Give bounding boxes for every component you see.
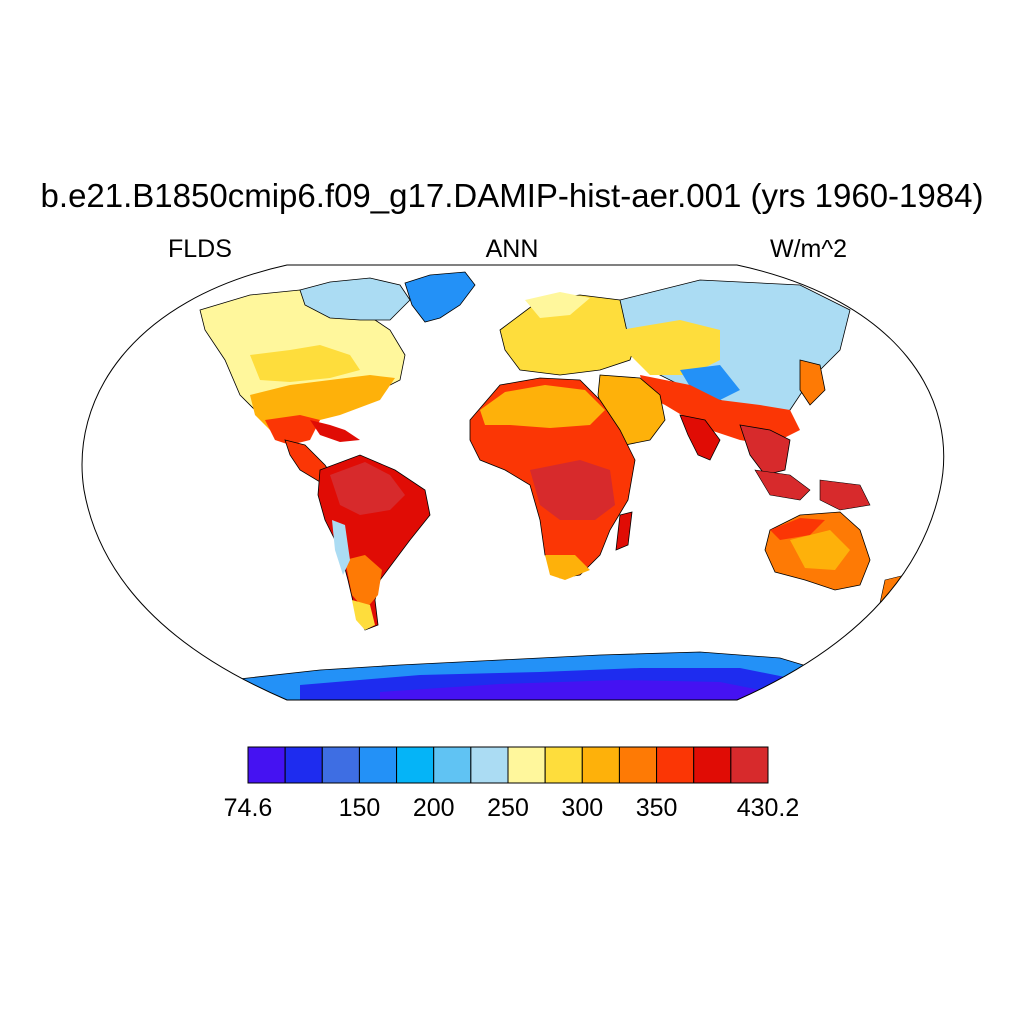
colorbar-box [247,746,286,784]
colorbar-box [618,746,658,784]
map-border [81,264,945,701]
colorbar-box [507,746,546,784]
asia [619,279,851,476]
maritime-asia [754,469,871,511]
colorbar-box [321,746,360,784]
colorbar-box [358,746,398,784]
north-america [199,277,411,483]
colorbar-tick-label: 74.6 [224,794,273,822]
colorbar-box [544,746,583,784]
variable-label: FLDS [168,235,232,263]
units-label: W/m^2 [770,235,848,263]
greenland [404,271,476,323]
plot-title: b.e21.B1850cmip6.f09_g17.DAMIP-hist-aer.… [40,177,984,214]
africa [469,377,636,580]
colorbar-box [396,746,435,784]
europe [499,292,641,376]
colorbar-box [284,746,323,784]
colorbar-labels: 74.6 150 200 250 300 350 430.2 [224,794,800,822]
map-content [82,265,944,700]
south-america [317,454,431,631]
season-label: ANN [485,235,539,263]
colorbar-tick-label: 300 [561,794,603,822]
colorbar-box [581,746,620,784]
colorbar-boxes [247,746,769,784]
colorbar-tick-label: 250 [487,794,529,822]
colorbar-box [433,746,472,784]
antarctica [229,651,821,700]
colorbar-tick-label: 150 [339,794,381,822]
colorbar-box [470,746,509,784]
colorbar-box [693,746,732,784]
colorbar-tick-label: 200 [413,794,455,822]
colorbar-tick-label: 350 [636,794,678,822]
australia [764,511,871,591]
colorbar-tick-label: 430.2 [737,794,800,822]
colorbar-box [730,746,769,784]
colorbar-box [656,746,695,784]
